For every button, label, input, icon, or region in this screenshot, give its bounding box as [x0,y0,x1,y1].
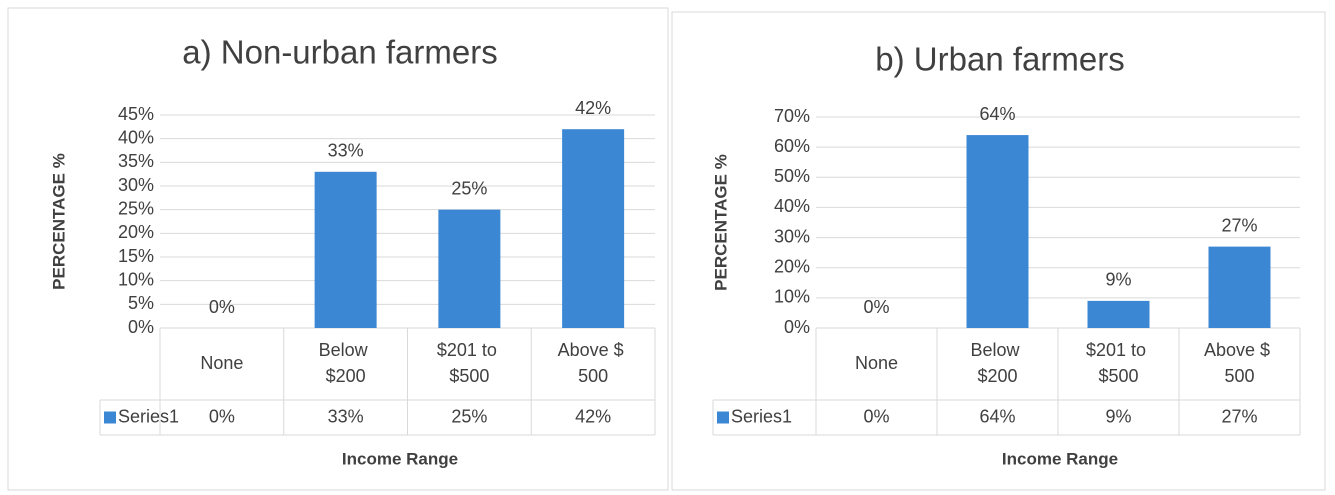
y-tick-label: 40% [774,196,810,216]
chart-title: a) Non-urban farmers [182,34,497,71]
x-tick-label: None [200,353,243,373]
y-tick-label: 60% [774,136,810,156]
y-axis-title: PERCENTAGE % [49,153,68,290]
x-tick-label: Above $ 500 [558,340,629,386]
x-tick-label: $201 to $500 [1086,340,1151,386]
x-tick-label: Below $200 [319,340,373,386]
data-label: 9% [1105,270,1131,290]
y-tick-label: 45% [118,104,154,124]
y-tick-label: 10% [774,287,810,307]
y-tick-label: 30% [118,175,154,195]
bar [966,135,1029,328]
bar [1087,300,1150,328]
legend-label: Series1 [118,406,179,426]
y-tick-label: 20% [774,256,810,276]
data-label: 42% [575,98,611,118]
bar [314,171,377,328]
table-value: 64% [979,406,1015,426]
table-value: 25% [451,406,487,426]
data-label: 25% [451,178,487,198]
y-tick-label: 0% [128,317,154,337]
table-value: 42% [575,406,611,426]
y-tick-label: 25% [118,198,154,218]
bar [1208,246,1271,328]
x-tick-label: Below $200 [970,340,1024,386]
table-value: 27% [1221,406,1257,426]
table-value: 9% [1105,406,1131,426]
y-tick-label: 30% [774,226,810,246]
table-value: 33% [328,406,364,426]
x-tick-label: $201 to $500 [437,340,502,386]
y-axis-title: PERCENTAGE % [711,154,730,291]
x-tick-label: None [855,353,898,373]
bar [438,209,501,328]
y-tick-label: 10% [118,269,154,289]
data-label: 64% [979,104,1015,124]
data-label: 0% [863,297,889,317]
x-axis-title: Income Range [1002,449,1118,468]
y-tick-label: 15% [118,246,154,266]
table-value: 0% [209,406,235,426]
table-value: 0% [863,406,889,426]
data-label: 27% [1221,215,1257,235]
legend-swatch [104,411,116,424]
y-tick-label: 5% [128,293,154,313]
y-tick-label: 35% [118,151,154,171]
data-label: 33% [328,141,364,161]
y-tick-label: 70% [774,106,810,126]
bar [562,129,625,328]
x-tick-label: Above $ 500 [1204,340,1275,386]
y-tick-label: 0% [784,317,810,337]
chart-title: b) Urban farmers [875,41,1124,78]
x-axis-title: Income Range [342,449,458,468]
legend-swatch [717,411,729,424]
y-tick-label: 20% [118,222,154,242]
data-label: 0% [209,297,235,317]
legend-label: Series1 [731,406,792,426]
y-tick-label: 50% [774,166,810,186]
y-tick-label: 40% [118,127,154,147]
